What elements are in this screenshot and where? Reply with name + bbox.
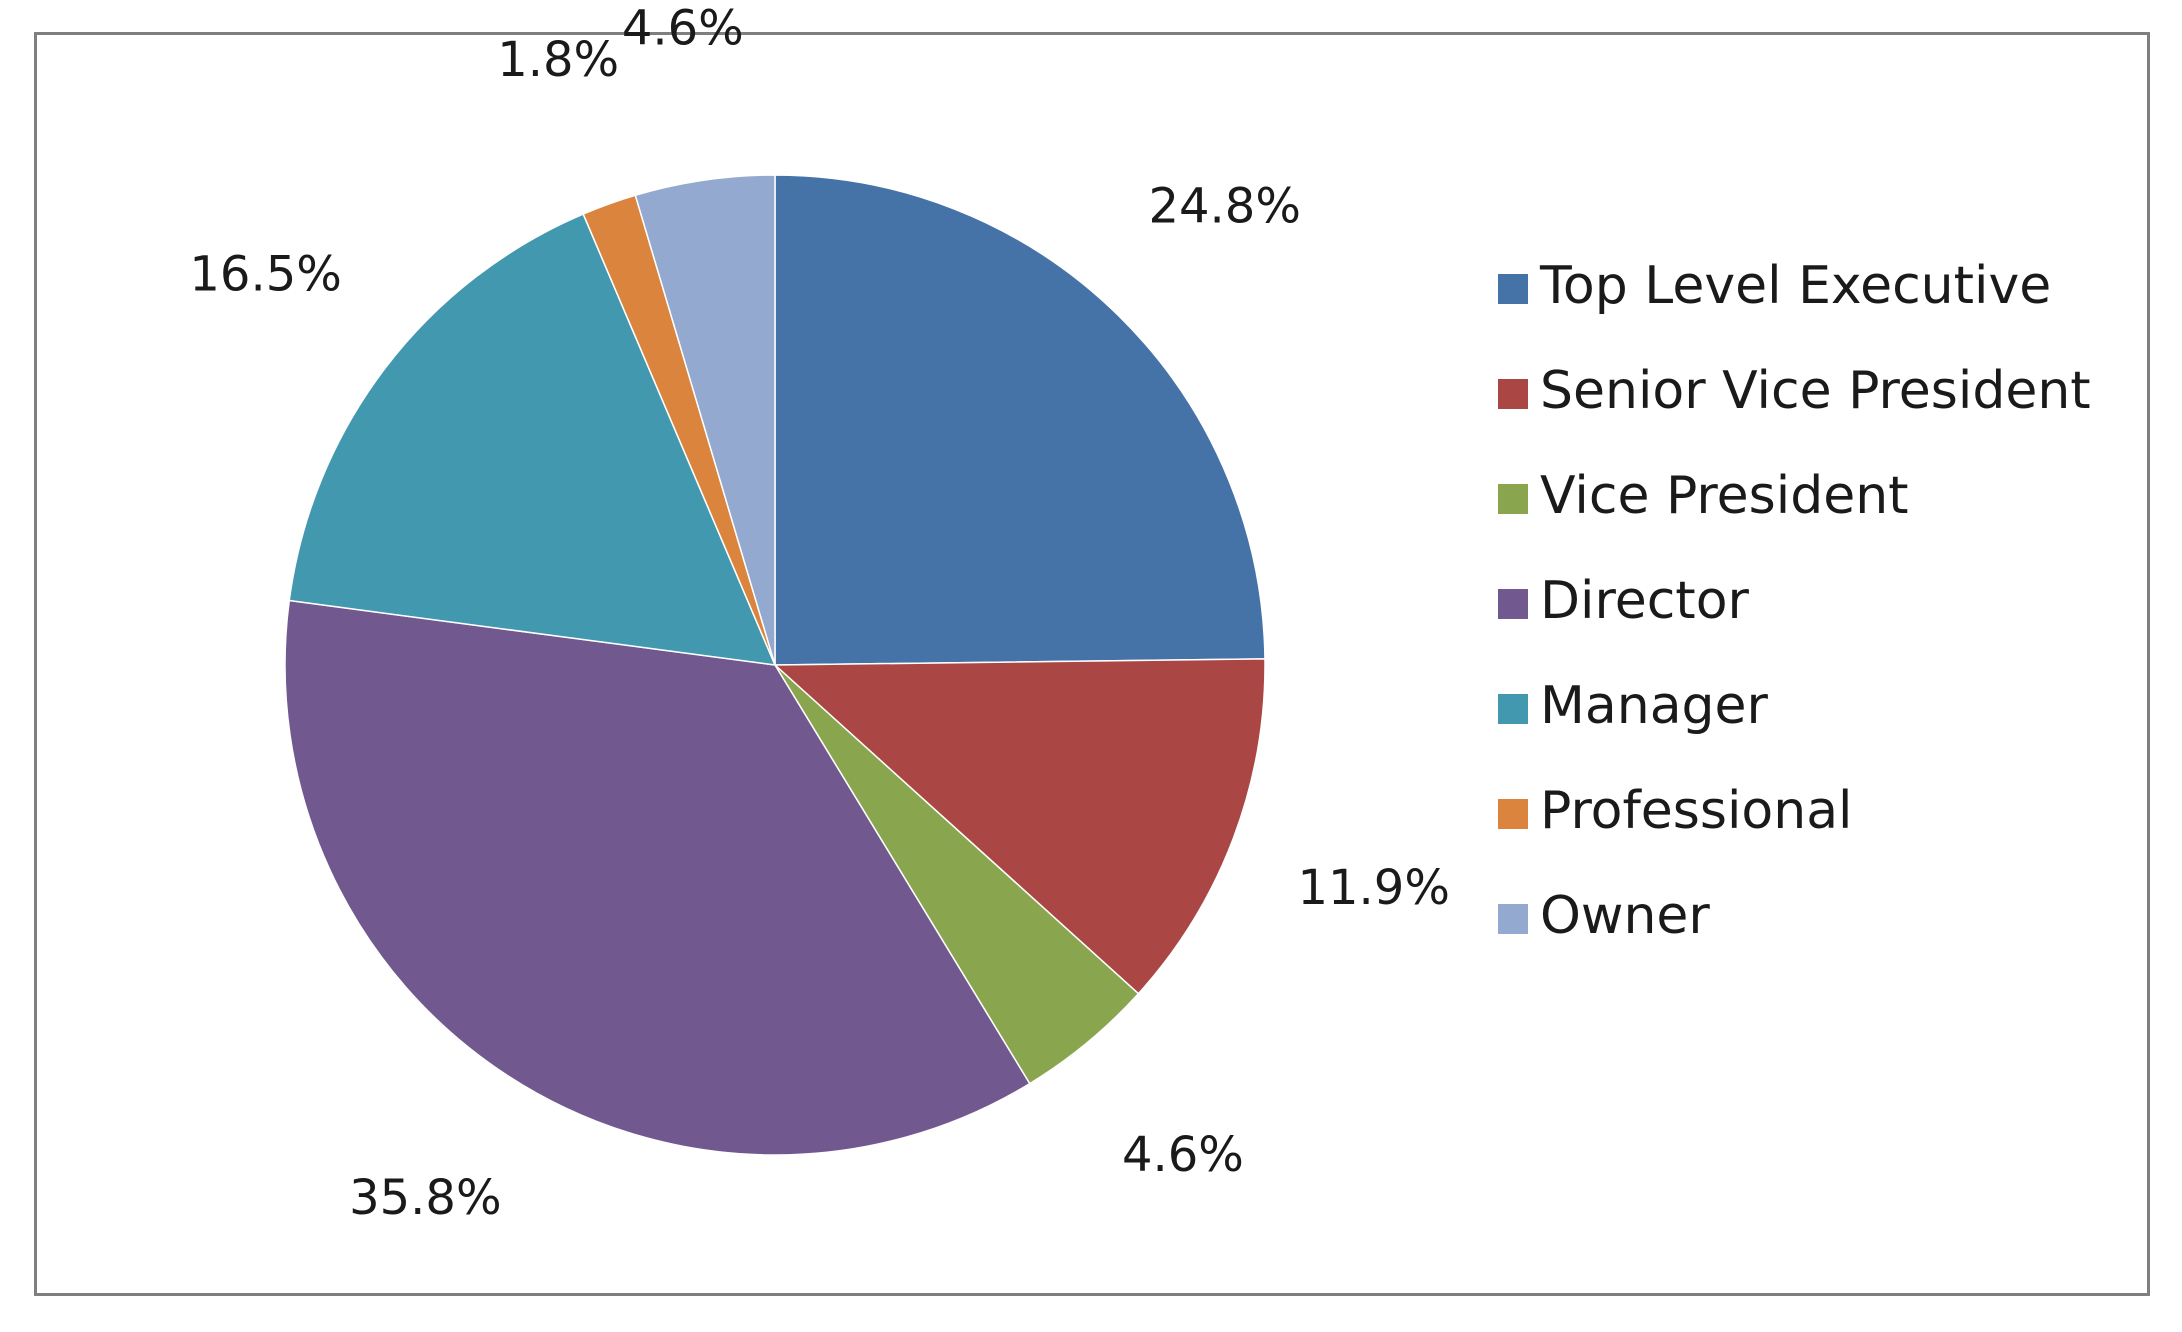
legend-swatch-professional xyxy=(1498,799,1528,829)
legend-item-director: Director xyxy=(1498,571,1750,631)
data-label-professional: 1.8% xyxy=(497,32,619,88)
legend-label-top-level-executive: Top Level Executive xyxy=(1539,256,2051,316)
data-label-senior-vice-president: 11.9% xyxy=(1297,860,1449,916)
pie-slice-owner xyxy=(634,174,776,666)
pie-slices xyxy=(284,174,1266,1156)
legend-item-top-level-executive: Top Level Executive xyxy=(1498,256,2051,316)
data-label-vice-president: 4.6% xyxy=(1122,1127,1244,1183)
legend-item-professional: Professional xyxy=(1498,781,1853,841)
legend-swatch-owner xyxy=(1498,904,1528,934)
legend-swatch-vice-president xyxy=(1498,484,1528,514)
legend-label-manager: Manager xyxy=(1540,676,1769,736)
legend-item-senior-vice-president: Senior Vice President xyxy=(1498,361,2091,421)
data-label-manager: 16.5% xyxy=(189,247,341,303)
legend: Top Level Executive Senior Vice President… xyxy=(1498,256,2091,946)
legend-swatch-senior-vice-president xyxy=(1498,379,1528,409)
legend-label-professional: Professional xyxy=(1540,781,1853,841)
legend-label-senior-vice-president: Senior Vice President xyxy=(1540,361,2091,421)
pie-slice-director xyxy=(284,599,1031,1156)
data-label-director: 35.8% xyxy=(349,1170,501,1226)
pie-slice-manager xyxy=(288,213,777,666)
data-label-owner: 4.6% xyxy=(622,1,744,57)
legend-swatch-director xyxy=(1498,589,1528,619)
legend-label-director: Director xyxy=(1540,571,1750,631)
pie-slice-senior-vice-president xyxy=(773,658,1266,995)
legend-item-owner: Owner xyxy=(1498,886,1710,946)
legend-swatch-manager xyxy=(1498,694,1528,724)
legend-label-owner: Owner xyxy=(1540,886,1710,946)
pie-slice-top-level-executive xyxy=(774,174,1266,666)
legend-label-vice-president: Vice President xyxy=(1540,466,1909,526)
data-label-top-level-executive: 24.8% xyxy=(1148,179,1300,235)
legend-swatch-top-level-executive xyxy=(1498,274,1528,304)
legend-item-vice-president: Vice President xyxy=(1498,466,1909,526)
legend-item-manager: Manager xyxy=(1498,676,1769,736)
data-labels: 24.8%11.9%4.6%35.8%16.5%1.8%4.6% xyxy=(189,1,1450,1226)
